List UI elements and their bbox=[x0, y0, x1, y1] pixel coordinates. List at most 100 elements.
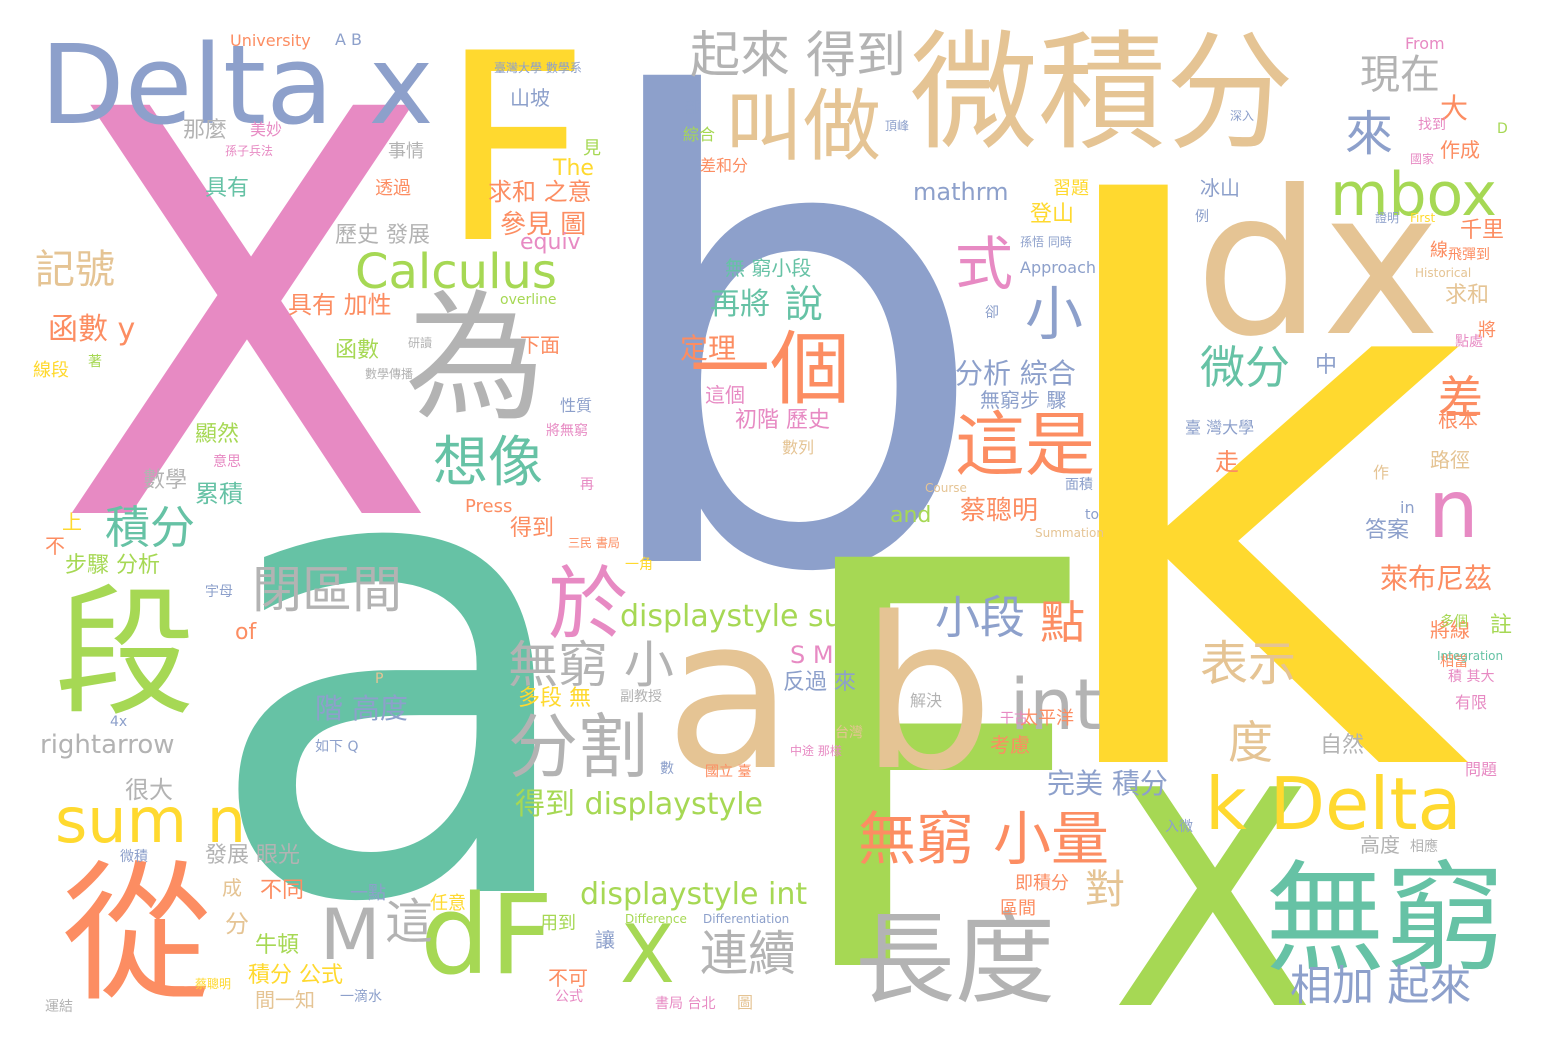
word-82: 顯然 bbox=[195, 424, 239, 446]
word-30: 小量 bbox=[993, 810, 1109, 868]
word-13: 為 bbox=[405, 290, 545, 430]
word-147: 找到 bbox=[1418, 118, 1446, 132]
word-142: 線 bbox=[1430, 242, 1448, 260]
word-67: 歷史 發展 bbox=[335, 225, 430, 247]
word-200: 數學傳播 bbox=[365, 368, 413, 380]
word-141: 臺 灣大學 bbox=[1185, 420, 1254, 436]
word-102: 考慮 bbox=[990, 735, 1030, 755]
word-72: 初階 歷史 bbox=[735, 410, 830, 432]
word-154: in bbox=[1400, 500, 1415, 516]
word-140: 數列 bbox=[782, 440, 814, 456]
word-162: 干古 bbox=[1000, 712, 1028, 726]
word-123: 任意 bbox=[430, 895, 466, 913]
word-170: 再 bbox=[580, 478, 594, 492]
word-151: 見 bbox=[583, 140, 601, 158]
word-48: 來 bbox=[1345, 110, 1393, 158]
word-107: 不 bbox=[45, 536, 65, 556]
word-62: 萊布尼茲 bbox=[1380, 565, 1492, 593]
word-198: 蔡聰明 bbox=[195, 978, 231, 990]
word-194: 頂峰 bbox=[885, 120, 909, 132]
word-84: 具有 bbox=[205, 178, 249, 200]
word-158: 積 其大 bbox=[1448, 670, 1494, 684]
word-184: Difference bbox=[625, 913, 687, 925]
word-148: 將 bbox=[1478, 322, 1496, 340]
word-91: 求和 bbox=[1445, 285, 1489, 307]
word-92: 根本 bbox=[1438, 410, 1478, 430]
word-77: 多段 無 bbox=[518, 688, 591, 710]
word-175: 台灣 bbox=[835, 726, 863, 740]
word-160: 問題 bbox=[1465, 762, 1497, 778]
word-171: P bbox=[375, 672, 383, 686]
word-182: 書局 台北 bbox=[655, 997, 715, 1011]
word-115: 積分 公式 bbox=[248, 965, 343, 987]
word-21: 起來 得到 bbox=[690, 30, 906, 80]
word-28: M bbox=[320, 900, 380, 970]
word-146: 差和分 bbox=[700, 158, 748, 174]
word-81: 累積 bbox=[195, 482, 243, 506]
word-26: 分割 bbox=[508, 712, 648, 782]
word-106: 上 bbox=[62, 512, 82, 532]
word-149: 例 bbox=[1195, 210, 1209, 224]
word-196: 證明 bbox=[1375, 212, 1399, 224]
word-101: 高度 bbox=[1360, 835, 1400, 855]
word-85: 山坡 bbox=[510, 88, 550, 108]
word-27: int bbox=[1010, 670, 1101, 740]
word-120: 讓 bbox=[595, 930, 615, 950]
word-125: 區間 bbox=[1000, 900, 1036, 918]
word-58: rightarrow bbox=[40, 732, 175, 758]
word-116: 間一知 bbox=[255, 990, 315, 1010]
word-37: 積分 bbox=[105, 505, 195, 550]
word-132: 美妙 bbox=[250, 122, 282, 138]
word-199: 研讀 bbox=[408, 337, 432, 349]
word-193: 孫子兵法 bbox=[225, 145, 273, 157]
word-135: Approach bbox=[1020, 260, 1096, 276]
word-188: Integration bbox=[1437, 650, 1503, 662]
word-69: 求和 之意 bbox=[488, 180, 592, 204]
word-79: 很大 bbox=[125, 778, 173, 802]
word-105: 步驟 分析 bbox=[65, 555, 160, 577]
word-54: 對 bbox=[1085, 870, 1125, 910]
word-44: displaystyle int bbox=[580, 880, 807, 910]
word-173: 如下 Q bbox=[315, 740, 358, 754]
word-156: 多個 bbox=[1440, 615, 1468, 629]
word-90: 千里 bbox=[1460, 220, 1504, 242]
word-83: 那麼 bbox=[183, 120, 227, 142]
word-61: 完美 積分 bbox=[1047, 770, 1168, 798]
word-133: 習題 bbox=[1053, 180, 1089, 198]
word-88: 冰山 bbox=[1200, 178, 1240, 198]
word-113: 不同 bbox=[260, 880, 304, 902]
word-163: 解決 bbox=[910, 693, 942, 709]
word-186: Course bbox=[925, 482, 967, 494]
word-174: 副教授 bbox=[620, 690, 662, 704]
word-51: 度 bbox=[1228, 720, 1273, 765]
word-14: 長度 bbox=[855, 910, 1055, 1010]
word-166: 三民 書局 bbox=[568, 537, 620, 549]
word-46: 記號 bbox=[35, 250, 115, 290]
word-131: 透過 bbox=[375, 180, 411, 198]
word-136: 線段 bbox=[33, 362, 69, 380]
word-47: 現在 bbox=[1360, 55, 1440, 95]
word-145: 綜合 bbox=[683, 127, 715, 143]
word-169: 著 bbox=[88, 355, 102, 369]
word-183: 圖 bbox=[737, 995, 753, 1011]
word-129: 臺灣大學 數學系 bbox=[494, 62, 582, 74]
word-124: 即積分 bbox=[1015, 875, 1069, 893]
word-137: 性質 bbox=[560, 398, 592, 414]
word-63: 蔡聰明 bbox=[960, 498, 1038, 524]
word-191: 入微 bbox=[1165, 820, 1193, 834]
word-49: 小段 bbox=[935, 595, 1025, 640]
word-190: First bbox=[1410, 212, 1435, 224]
word-104: 得到 bbox=[510, 518, 554, 540]
word-118: 成 bbox=[222, 878, 242, 898]
word-38: 微分 bbox=[1200, 345, 1290, 390]
word-66: 具有 加性 bbox=[288, 293, 392, 317]
word-80: 數學 bbox=[143, 470, 187, 492]
word-32: 想像 bbox=[433, 435, 543, 490]
word-150: 卻 bbox=[985, 306, 999, 320]
word-70: equiv bbox=[520, 232, 581, 254]
word-42: 相加 起來 bbox=[1290, 965, 1471, 1007]
word-40: 表示 bbox=[1200, 640, 1296, 688]
word-179: 微積 bbox=[120, 850, 148, 864]
word-20: 叫做 bbox=[725, 88, 881, 166]
